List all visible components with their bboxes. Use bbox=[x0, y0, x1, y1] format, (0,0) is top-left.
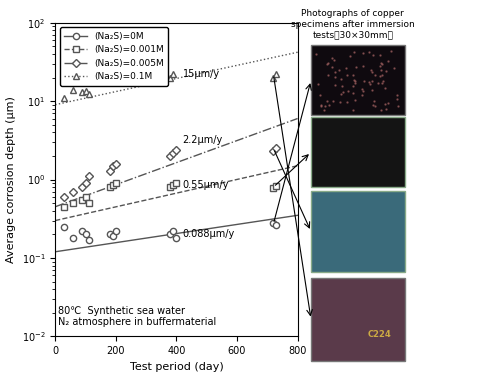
Point bbox=[331, 82, 339, 88]
Point bbox=[314, 81, 322, 87]
Point bbox=[359, 63, 366, 69]
Point bbox=[330, 57, 338, 63]
Point bbox=[345, 88, 352, 94]
Point bbox=[368, 78, 376, 84]
Point bbox=[380, 77, 387, 84]
Point bbox=[393, 96, 401, 102]
Point bbox=[329, 98, 336, 104]
Point bbox=[317, 102, 324, 108]
Point bbox=[339, 90, 347, 96]
Point bbox=[394, 103, 402, 109]
Text: 2.2μm/y: 2.2μm/y bbox=[182, 135, 223, 145]
Point bbox=[336, 91, 344, 97]
Text: Photographs of copper
specimens after immersion
tests（30×30mm）: Photographs of copper specimens after im… bbox=[291, 9, 415, 39]
Point bbox=[348, 107, 356, 113]
Point bbox=[371, 98, 378, 104]
Bar bbox=[311, 278, 405, 361]
Point bbox=[378, 60, 385, 67]
Point bbox=[351, 78, 359, 84]
Point bbox=[368, 69, 376, 75]
Point bbox=[316, 91, 324, 98]
Point bbox=[350, 77, 358, 83]
Point bbox=[331, 69, 339, 75]
Point bbox=[336, 99, 344, 105]
Point bbox=[351, 81, 359, 87]
Point bbox=[360, 78, 368, 84]
Point bbox=[323, 61, 331, 67]
Point bbox=[369, 102, 377, 108]
Point bbox=[366, 81, 374, 87]
Point bbox=[323, 98, 330, 104]
Point bbox=[384, 58, 392, 64]
Point bbox=[349, 83, 357, 89]
Point bbox=[352, 64, 360, 70]
Point bbox=[312, 51, 320, 57]
Point bbox=[376, 64, 384, 70]
Point bbox=[350, 49, 358, 55]
Y-axis label: Average corrosion depth (μm): Average corrosion depth (μm) bbox=[6, 96, 16, 263]
Point bbox=[371, 103, 379, 109]
Point bbox=[394, 92, 401, 98]
Point bbox=[365, 79, 373, 85]
Point bbox=[376, 73, 384, 79]
Point bbox=[324, 72, 331, 78]
Point bbox=[374, 80, 382, 86]
Bar bbox=[311, 191, 405, 272]
Text: 80℃  Synthetic sea water
N₂ atmosphere in buffermaterial: 80℃ Synthetic sea water N₂ atmosphere in… bbox=[58, 306, 216, 327]
Point bbox=[377, 60, 385, 66]
Point bbox=[343, 99, 351, 105]
Point bbox=[371, 71, 379, 77]
Point bbox=[390, 65, 397, 71]
Point bbox=[359, 92, 366, 98]
Point bbox=[359, 86, 366, 92]
Point bbox=[365, 48, 373, 54]
Point bbox=[382, 101, 389, 107]
Point bbox=[378, 107, 385, 113]
Point bbox=[343, 72, 351, 78]
Text: 0.55μm/y: 0.55μm/y bbox=[182, 180, 229, 190]
Point bbox=[382, 106, 390, 112]
Point bbox=[368, 67, 375, 73]
Point bbox=[359, 88, 367, 94]
Point bbox=[328, 64, 336, 70]
Point bbox=[387, 48, 395, 54]
Point bbox=[337, 76, 345, 82]
Point bbox=[349, 72, 357, 78]
Point bbox=[346, 53, 354, 59]
Point bbox=[368, 87, 375, 93]
Text: 0.088μm/y: 0.088μm/y bbox=[182, 229, 235, 239]
Bar bbox=[311, 117, 405, 187]
Point bbox=[384, 100, 391, 106]
Point bbox=[378, 72, 386, 78]
Point bbox=[320, 107, 327, 113]
Point bbox=[325, 102, 333, 108]
Text: C224: C224 bbox=[367, 330, 391, 339]
Point bbox=[322, 103, 329, 109]
Legend: (Na₂S)=0M, (Na₂S)=0.001M, (Na₂S)=0.005M, (Na₂S)=0.1M: (Na₂S)=0M, (Na₂S)=0.001M, (Na₂S)=0.005M,… bbox=[60, 27, 168, 86]
Text: 15μm/y: 15μm/y bbox=[182, 69, 219, 79]
Point bbox=[328, 55, 336, 61]
Point bbox=[342, 65, 349, 71]
Point bbox=[370, 52, 377, 58]
Point bbox=[338, 82, 346, 88]
Point bbox=[336, 67, 343, 73]
Bar bbox=[311, 45, 405, 115]
Point bbox=[332, 74, 339, 80]
Point bbox=[351, 98, 359, 104]
Point bbox=[377, 67, 384, 73]
X-axis label: Test period (day): Test period (day) bbox=[130, 362, 223, 372]
Point bbox=[378, 80, 386, 86]
Point bbox=[381, 85, 389, 91]
Point bbox=[324, 60, 331, 66]
Point bbox=[360, 50, 367, 56]
Point bbox=[317, 103, 325, 109]
Point bbox=[376, 52, 384, 58]
Point bbox=[349, 90, 357, 96]
Point bbox=[382, 68, 390, 74]
